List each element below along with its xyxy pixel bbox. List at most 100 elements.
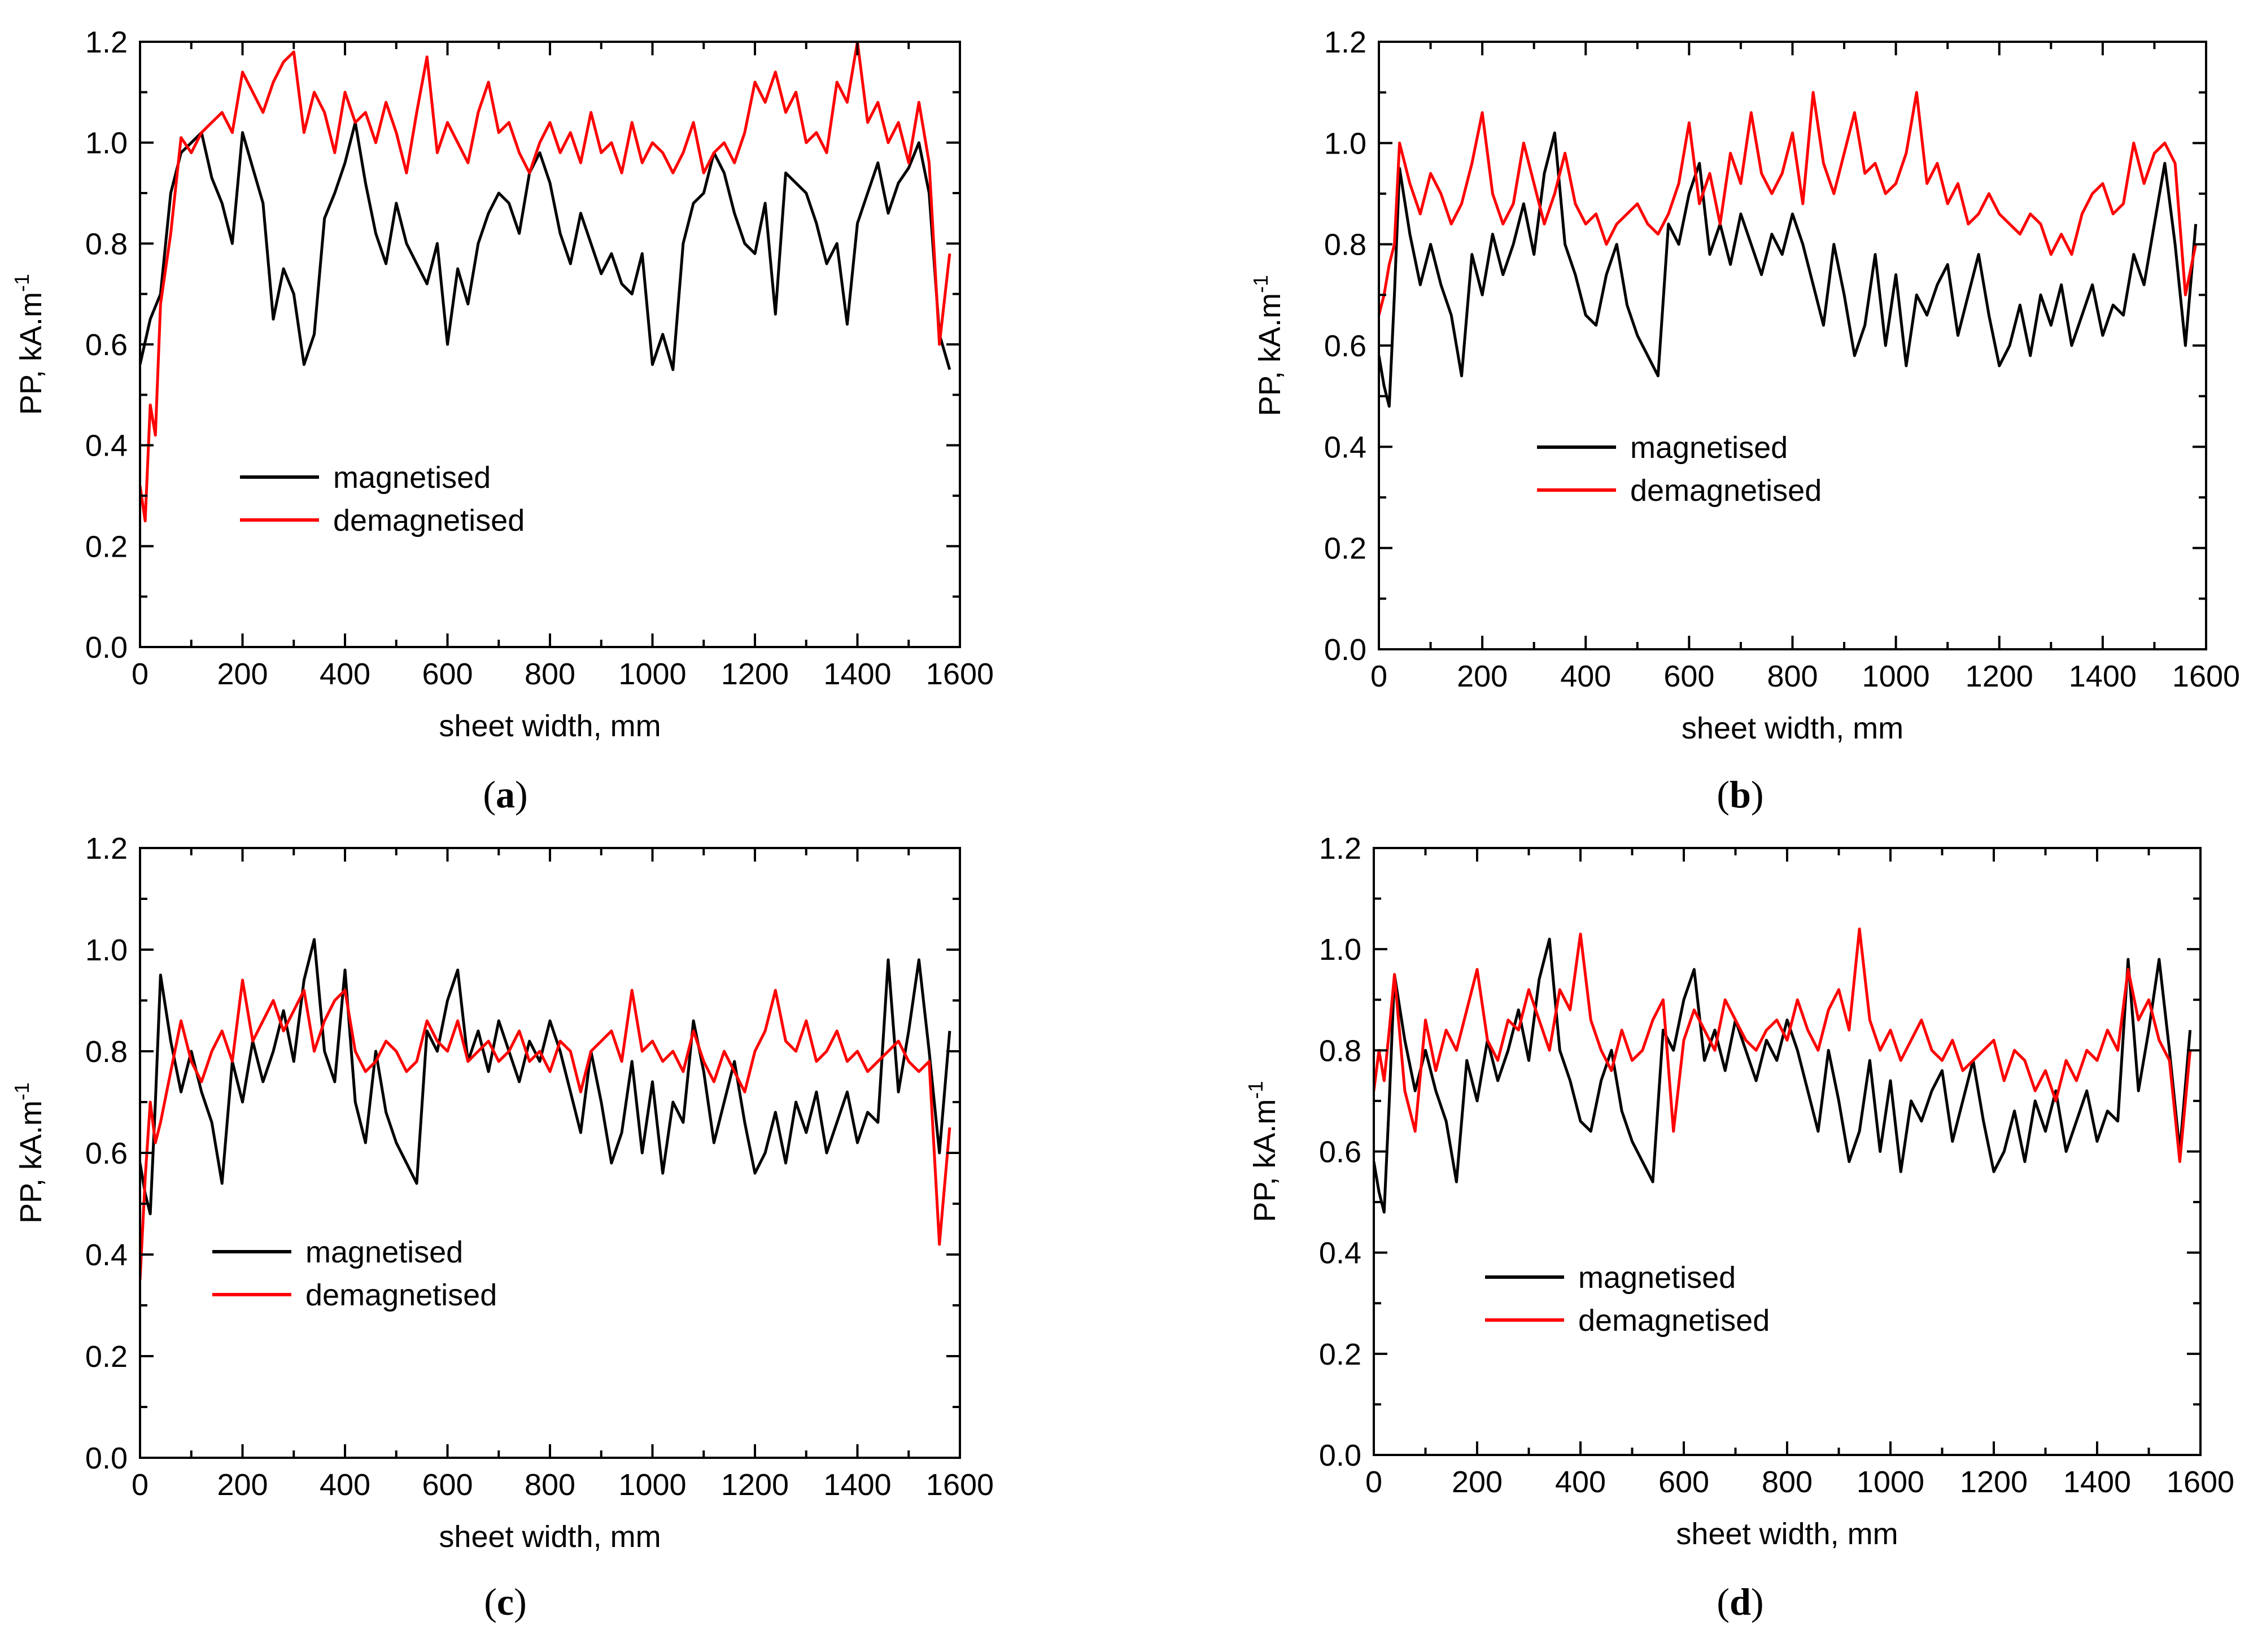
x-tick-label: 1600 (2172, 659, 2240, 693)
y-tick-label: 1.2 (85, 832, 128, 866)
chart-panel-b: 0 200 400 600 800 1000 1200 1400 1600 0.0 0.2 0.4 0.… (1249, 25, 2240, 816)
y-tick-label: 0.2 (1319, 1338, 1361, 1371)
plot-frame (1373, 847, 2202, 1456)
x-tick-label: 1000 (618, 1468, 686, 1502)
y-tick-label: 0.2 (85, 530, 128, 563)
y-tick-label: 1.0 (85, 933, 128, 967)
x-tick-label: 1400 (823, 657, 891, 691)
series-line-demagnetised (1379, 91, 2198, 316)
x-axis-label: sheet width, mm (439, 1520, 661, 1554)
x-tick-label: 1200 (721, 657, 789, 691)
legend-label-magnetised: magnetised (305, 1235, 463, 1269)
x-tick-label: 800 (525, 1468, 575, 1502)
chart-panel-d: 0 200 400 600 800 1000 1200 1400 1600 0.0 0.2 0.4 0.… (1244, 832, 2234, 1623)
y-tick-label: 1.2 (1324, 25, 1366, 59)
x-tick-label: 400 (1560, 659, 1611, 693)
x-tick-label: 0 (1370, 659, 1387, 693)
series-line-demagnetised (1374, 927, 2192, 1163)
legend-label-magnetised: magnetised (333, 461, 491, 495)
legend: magnetised demagnetised (240, 461, 525, 537)
x-tick-label: 1600 (2167, 1465, 2234, 1499)
y-tick-label: 0.6 (1324, 329, 1366, 363)
series-line-demagnetised (140, 42, 951, 523)
y-tick-label: 0.4 (1324, 430, 1366, 464)
x-tick-label: 1200 (721, 1468, 789, 1502)
y-tick-label: 0.0 (85, 631, 128, 665)
y-tick-label: 1.2 (1319, 832, 1361, 866)
x-tick-label: 1200 (1966, 659, 2033, 693)
y-tick-label: 0.2 (1324, 532, 1366, 566)
legend-label-demagnetised: demagnetised (333, 504, 525, 537)
series-line-magnetised (140, 938, 951, 1216)
legend-label-magnetised: magnetised (1630, 431, 1788, 465)
x-tick-label: 0 (132, 657, 149, 691)
x-tick-label: 1000 (618, 657, 686, 691)
x-tick-label: 1200 (1960, 1465, 2028, 1499)
x-axis-label: sheet width, mm (439, 709, 661, 743)
y-axis-label: PP, kA.m-1 (10, 274, 48, 415)
y-tick-label: 0.6 (85, 328, 128, 362)
series-line-magnetised (1379, 131, 2198, 408)
y-tick-label: 0.0 (1324, 633, 1366, 667)
panel-caption: (d) (1717, 1580, 1763, 1623)
plot-frame (139, 847, 961, 1459)
y-tick-label: 0.8 (1319, 1034, 1361, 1068)
y-tick-label: 0.8 (85, 1035, 128, 1069)
legend-label-magnetised: magnetised (1578, 1261, 1736, 1295)
legend-label-demagnetised: demagnetised (1630, 474, 1822, 508)
y-tick-label: 0.2 (85, 1340, 128, 1374)
y-axis-label: PP, kA.m-1 (1249, 275, 1287, 416)
series-line-magnetised (140, 121, 951, 372)
x-tick-label: 0 (1365, 1465, 1382, 1499)
x-tick-label: 1400 (2063, 1465, 2131, 1499)
y-tick-label: 0.0 (85, 1441, 128, 1475)
series-line-demagnetised (140, 978, 951, 1280)
y-tick-label: 1.2 (85, 25, 128, 59)
y-tick-label: 0.0 (1319, 1439, 1361, 1472)
series-line-magnetised (1374, 937, 2192, 1214)
x-tick-label: 1000 (1857, 1465, 1924, 1499)
x-tick-label: 400 (320, 1468, 370, 1502)
x-tick-label: 600 (1663, 659, 1714, 693)
x-tick-label: 800 (525, 657, 575, 691)
x-axis-label: sheet width, mm (1682, 711, 1903, 745)
y-tick-label: 0.6 (1319, 1135, 1361, 1169)
plot-frame (139, 41, 961, 648)
x-tick-label: 200 (217, 1468, 268, 1502)
x-tick-label: 0 (132, 1468, 149, 1502)
x-tick-label: 800 (1767, 659, 1818, 693)
panel-caption: (a) (483, 773, 527, 816)
x-tick-label: 800 (1762, 1465, 1813, 1499)
x-tick-label: 200 (1457, 659, 1508, 693)
legend-label-demagnetised: demagnetised (305, 1278, 497, 1312)
legend-label-demagnetised: demagnetised (1578, 1304, 1770, 1338)
x-tick-label: 200 (1452, 1465, 1503, 1499)
x-tick-label: 200 (217, 657, 268, 691)
legend: magnetised demagnetised (1537, 431, 1822, 508)
x-tick-label: 1000 (1862, 659, 1930, 693)
x-tick-label: 400 (320, 657, 370, 691)
y-tick-label: 0.4 (85, 1238, 128, 1272)
panel-caption: (b) (1717, 773, 1763, 816)
chart-panel-c: 0 200 400 600 800 1000 1200 1400 1600 0.0 0.2 0.4 0.… (10, 832, 994, 1623)
y-tick-label: 1.0 (1319, 933, 1361, 967)
y-tick-label: 1.0 (85, 126, 128, 160)
y-tick-label: 0.4 (85, 429, 128, 463)
y-tick-label: 1.0 (1324, 126, 1366, 160)
y-tick-label: 0.4 (1319, 1236, 1361, 1270)
x-tick-label: 600 (422, 1468, 473, 1502)
y-tick-label: 0.6 (85, 1137, 128, 1170)
x-tick-label: 400 (1555, 1465, 1606, 1499)
x-tick-label: 1600 (926, 1468, 994, 1502)
x-tick-label: 1600 (926, 657, 994, 691)
y-axis-label: PP, kA.m-1 (10, 1082, 48, 1223)
panel-caption: (c) (484, 1580, 527, 1623)
y-tick-label: 0.8 (1324, 228, 1366, 262)
chart-panel-a: 0 200 400 600 800 1000 1200 1400 1600 0.0 0.2 0.4 0.… (10, 25, 994, 816)
x-tick-label: 1400 (2069, 659, 2137, 693)
x-axis-label: sheet width, mm (1676, 1517, 1898, 1551)
y-tick-label: 0.8 (85, 227, 128, 261)
x-tick-label: 1400 (823, 1468, 891, 1502)
x-tick-label: 600 (1658, 1465, 1709, 1499)
